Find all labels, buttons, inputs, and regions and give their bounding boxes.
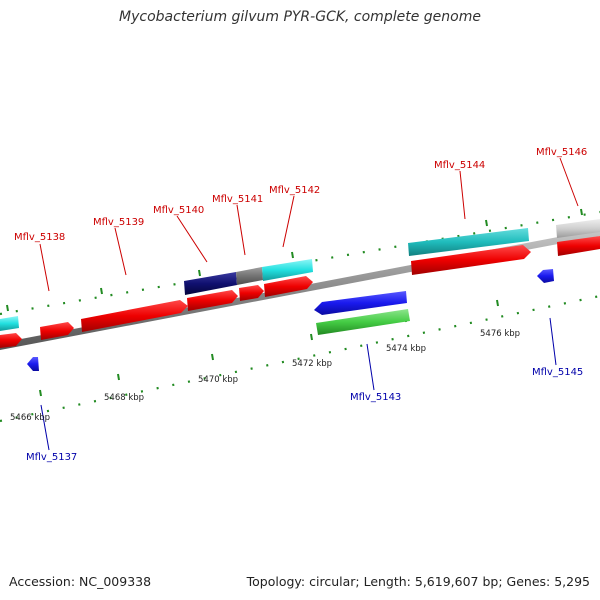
- gene-block[interactable]: [184, 272, 237, 295]
- kbp-label: 5476 kbp: [480, 329, 520, 339]
- gene-label[interactable]: Mflv_5146: [536, 147, 587, 158]
- gene-block[interactable]: [556, 219, 600, 238]
- gene-arrow[interactable]: [81, 300, 188, 332]
- gene-label[interactable]: Mflv_5139: [93, 217, 144, 228]
- reverse-genes: [27, 269, 554, 371]
- gene-label[interactable]: Mflv_5144: [434, 160, 485, 171]
- gene-arrow[interactable]: [239, 285, 264, 301]
- gene-label[interactable]: Mflv_5137: [26, 452, 77, 463]
- gene-arrow[interactable]: [27, 357, 39, 371]
- bottom-gene-labels: Mflv_5137 Mflv_5143 Mflv_5145: [26, 367, 583, 463]
- gene-arrow[interactable]: [557, 236, 600, 256]
- gene-label[interactable]: Mflv_5143: [350, 392, 401, 403]
- label-callouts: [39, 157, 579, 451]
- forward-genes: [0, 219, 600, 348]
- gene-block[interactable]: [236, 267, 263, 285]
- gene-label[interactable]: Mflv_5141: [212, 194, 263, 205]
- gene-arrow[interactable]: [0, 333, 22, 348]
- map-title: Mycobacterium gilvum PYR-GCK, complete g…: [119, 9, 481, 25]
- top-gene-labels: Mflv_5138 Mflv_5139 Mflv_5140 Mflv_5141 …: [14, 147, 587, 243]
- gene-arrow[interactable]: [537, 269, 554, 283]
- genome-summary-text: Topology: circular; Length: 5,619,607 bp…: [246, 574, 590, 589]
- gene-label[interactable]: Mflv_5145: [532, 367, 583, 378]
- gene-label[interactable]: Mflv_5140: [153, 205, 204, 216]
- gene-block[interactable]: [262, 259, 313, 281]
- gene-arrow[interactable]: [314, 291, 407, 315]
- gene-arrow[interactable]: [411, 245, 531, 275]
- gene-block[interactable]: [0, 316, 19, 331]
- kbp-label: 5472 kbp: [292, 359, 332, 369]
- kbp-label: 5466 kbp: [10, 413, 50, 423]
- accession-text: Accession: NC_009338: [9, 574, 152, 589]
- gene-label[interactable]: Mflv_5142: [269, 185, 320, 196]
- gene-arrow[interactable]: [187, 290, 238, 311]
- gene-label[interactable]: Mflv_5138: [14, 232, 65, 243]
- kbp-labels: 5466 kbp 5468 kbp 5470 kbp 5472 kbp 5474…: [10, 329, 520, 423]
- gene-block[interactable]: [408, 228, 529, 256]
- kbp-label: 5468 kbp: [104, 393, 144, 403]
- kbp-label: 5474 kbp: [386, 344, 426, 354]
- gene-arrow[interactable]: [40, 322, 74, 340]
- kbp-label: 5470 kbp: [198, 375, 238, 385]
- gene-arrow[interactable]: [264, 276, 313, 297]
- gene-arrow[interactable]: [316, 309, 410, 335]
